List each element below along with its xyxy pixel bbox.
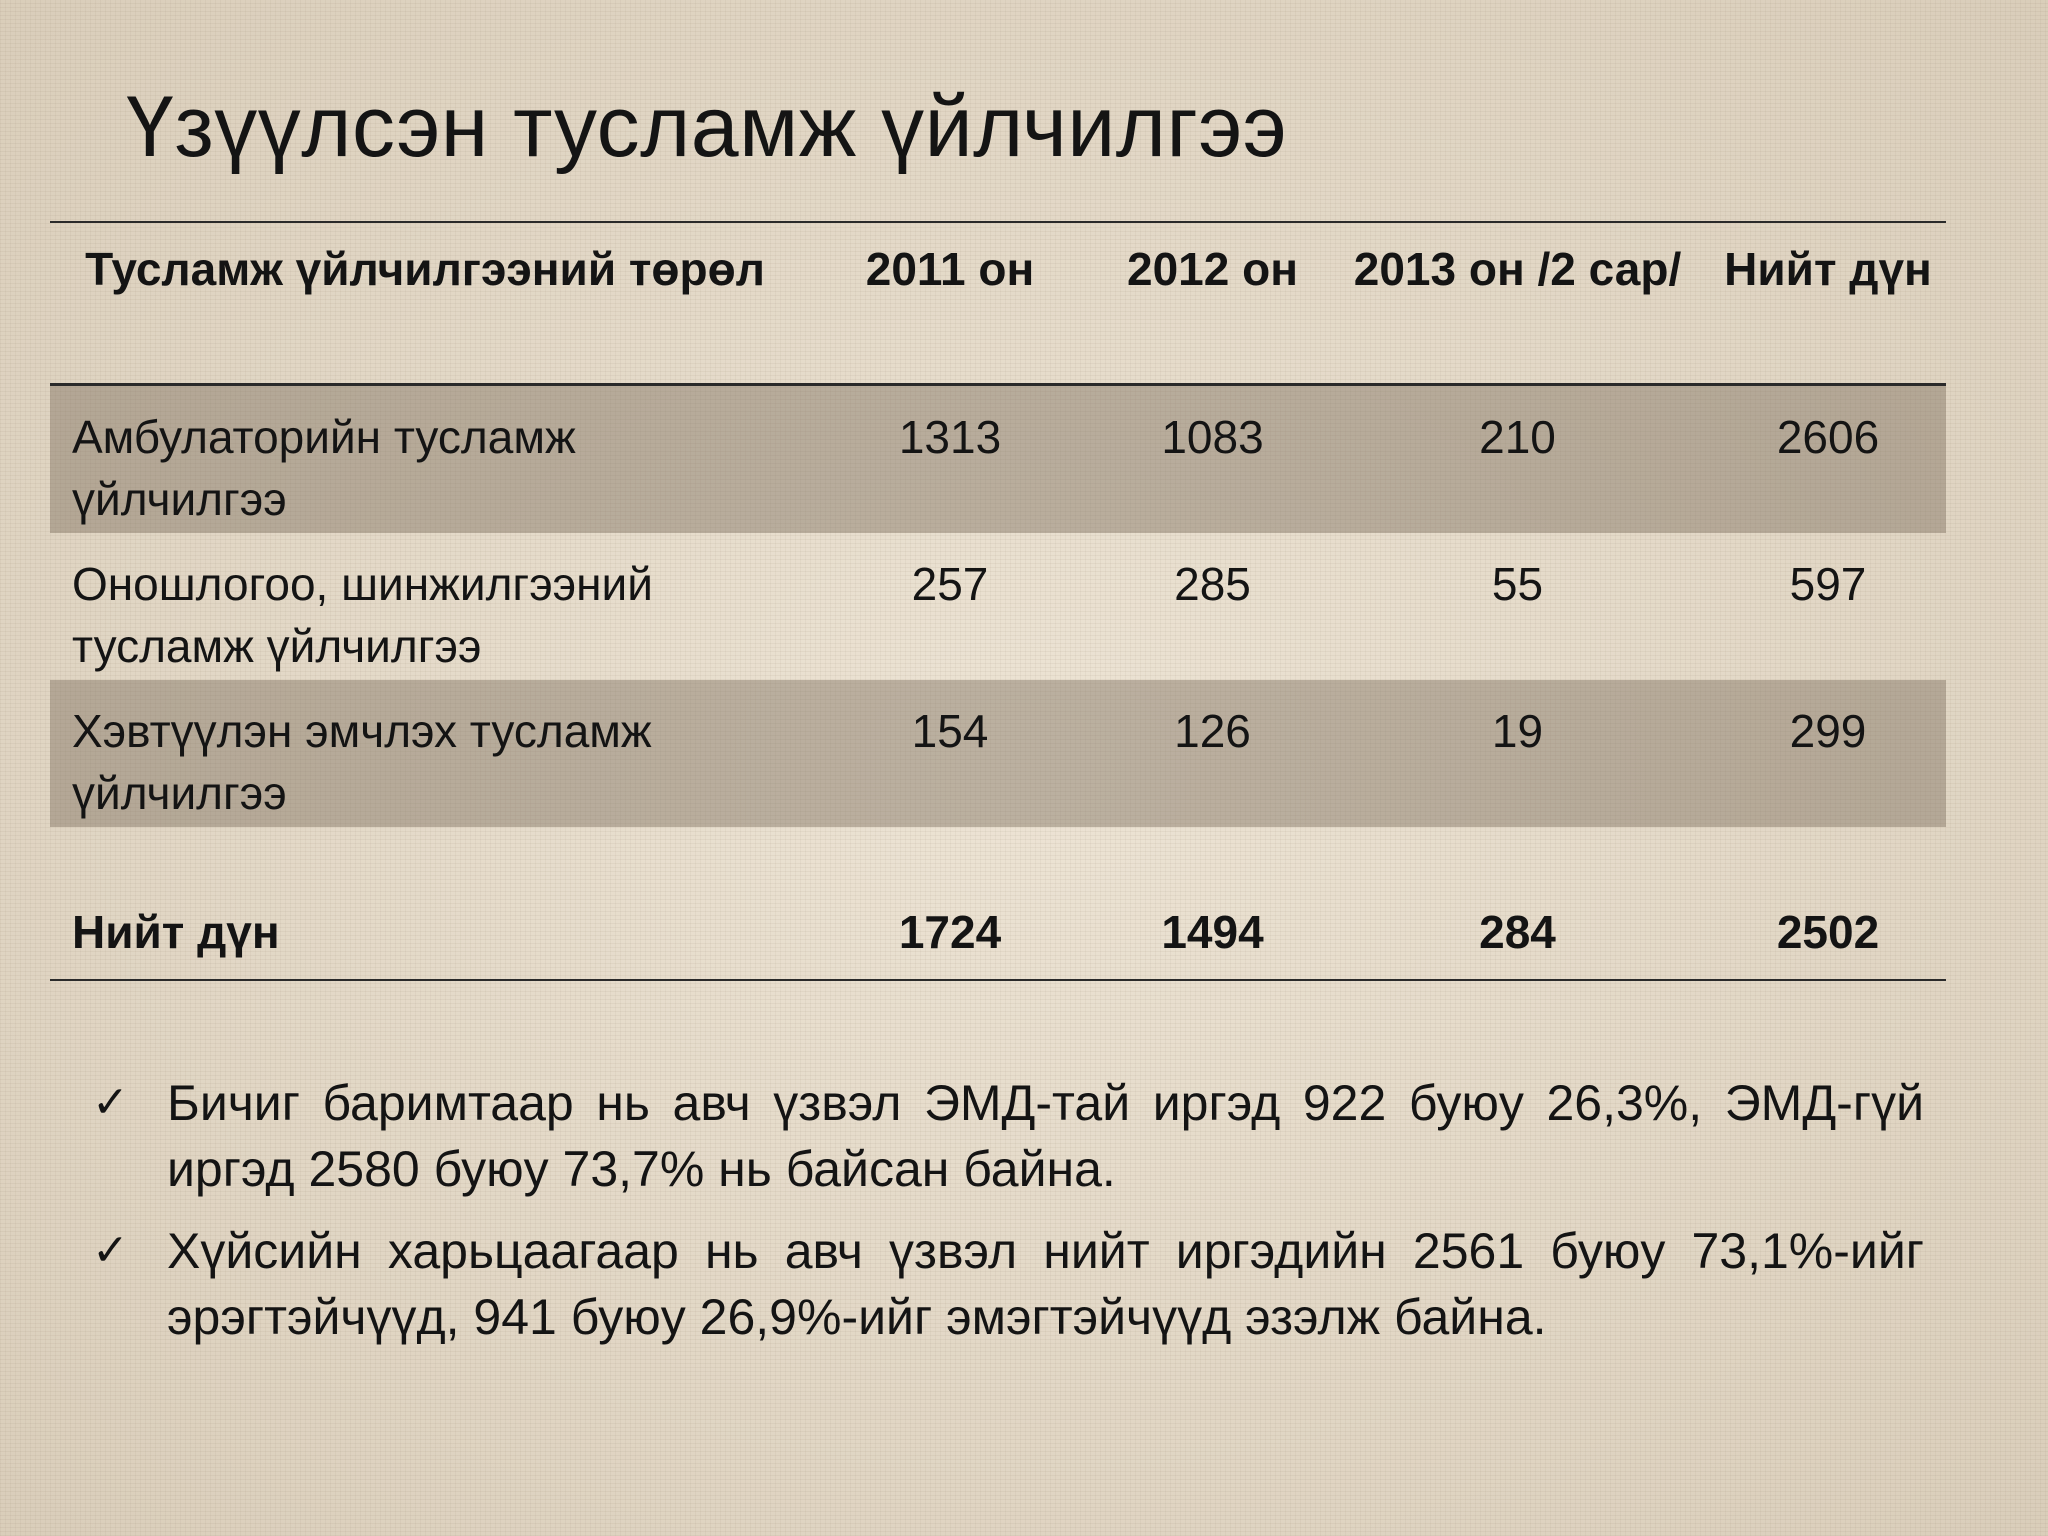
- cell-2013: 55: [1491, 558, 1544, 610]
- cell-2012: 285: [1174, 558, 1251, 610]
- list-item: ✓ Бичиг баримтаар нь авч үзвэл ЭМД-тай и…: [92, 1070, 1924, 1202]
- table-row: Оношлогоо, шинжилгээний тусламж үйлчилгэ…: [50, 533, 1946, 680]
- total-grand: 2502: [1776, 906, 1880, 958]
- table-top-rule: [50, 221, 1946, 223]
- total-2012: 1494: [1161, 906, 1264, 958]
- cell-2011: 1313: [898, 411, 1002, 463]
- row-label: Оношлогоо, шинжилгээний тусламж үйлчилгэ…: [72, 558, 653, 672]
- cell-2013: 19: [1491, 705, 1544, 757]
- table-bottom-rule: [50, 979, 1946, 981]
- notes-list: ✓ Бичиг баримтаар нь авч үзвэл ЭМД-тай и…: [92, 1070, 1924, 1366]
- header-total: Нийт дүн: [1724, 243, 1932, 295]
- checkmark-icon: ✓: [92, 1078, 129, 1127]
- cell-total: 299: [1789, 705, 1867, 757]
- table-row: Амбулаторийн тусламж үйлчилгээ 1313 1083…: [50, 386, 1946, 533]
- header-bottom-rule: [50, 383, 1946, 386]
- cell-2012: 1083: [1161, 411, 1264, 463]
- table-header-row: Тусламж үйлчилгээний төрөл 2011 он 2012 …: [50, 223, 1946, 383]
- total-2011: 1724: [898, 906, 1002, 958]
- total-2013: 284: [1479, 906, 1556, 958]
- header-2011: 2011 он: [865, 243, 1035, 295]
- slide-title: Үзүүлсэн тусламж үйлчилгээ: [126, 79, 1288, 175]
- cell-2011: 154: [911, 705, 989, 757]
- cell-2013: 210: [1479, 411, 1556, 463]
- table-spacer: [50, 827, 1946, 879]
- list-item: ✓ Хүйсийн харьцаагаар нь авч үзвэл нийт …: [92, 1218, 1924, 1350]
- table-row: Хэвтүүлэн эмчлэх тусламж үйлчилгээ 154 1…: [50, 680, 1946, 827]
- header-2013: 2013 он /2 сар/: [1353, 243, 1682, 295]
- cell-total: 2606: [1776, 411, 1880, 463]
- note-text: Хүйсийн харьцаагаар нь авч үзвэл нийт ир…: [167, 1223, 1924, 1345]
- summary-table: Тусламж үйлчилгээний төрөл 2011 он 2012 …: [50, 221, 1946, 981]
- header-2012: 2012 он: [1127, 243, 1298, 295]
- row-label: Амбулаторийн тусламж үйлчилгээ: [72, 411, 576, 525]
- cell-2012: 126: [1174, 705, 1251, 757]
- cell-2011: 257: [911, 558, 989, 610]
- cell-total: 597: [1789, 558, 1867, 610]
- total-label: Нийт дүн: [72, 906, 280, 958]
- note-text: Бичиг баримтаар нь авч үзвэл ЭМД-тай ирг…: [167, 1075, 1924, 1197]
- header-service-type: Тусламж үйлчилгээний төрөл: [85, 243, 765, 295]
- table-total-row: Нийт дүн 1724 1494 284 2502: [50, 879, 1946, 979]
- checkmark-icon: ✓: [92, 1226, 129, 1275]
- row-label: Хэвтүүлэн эмчлэх тусламж үйлчилгээ: [72, 705, 652, 819]
